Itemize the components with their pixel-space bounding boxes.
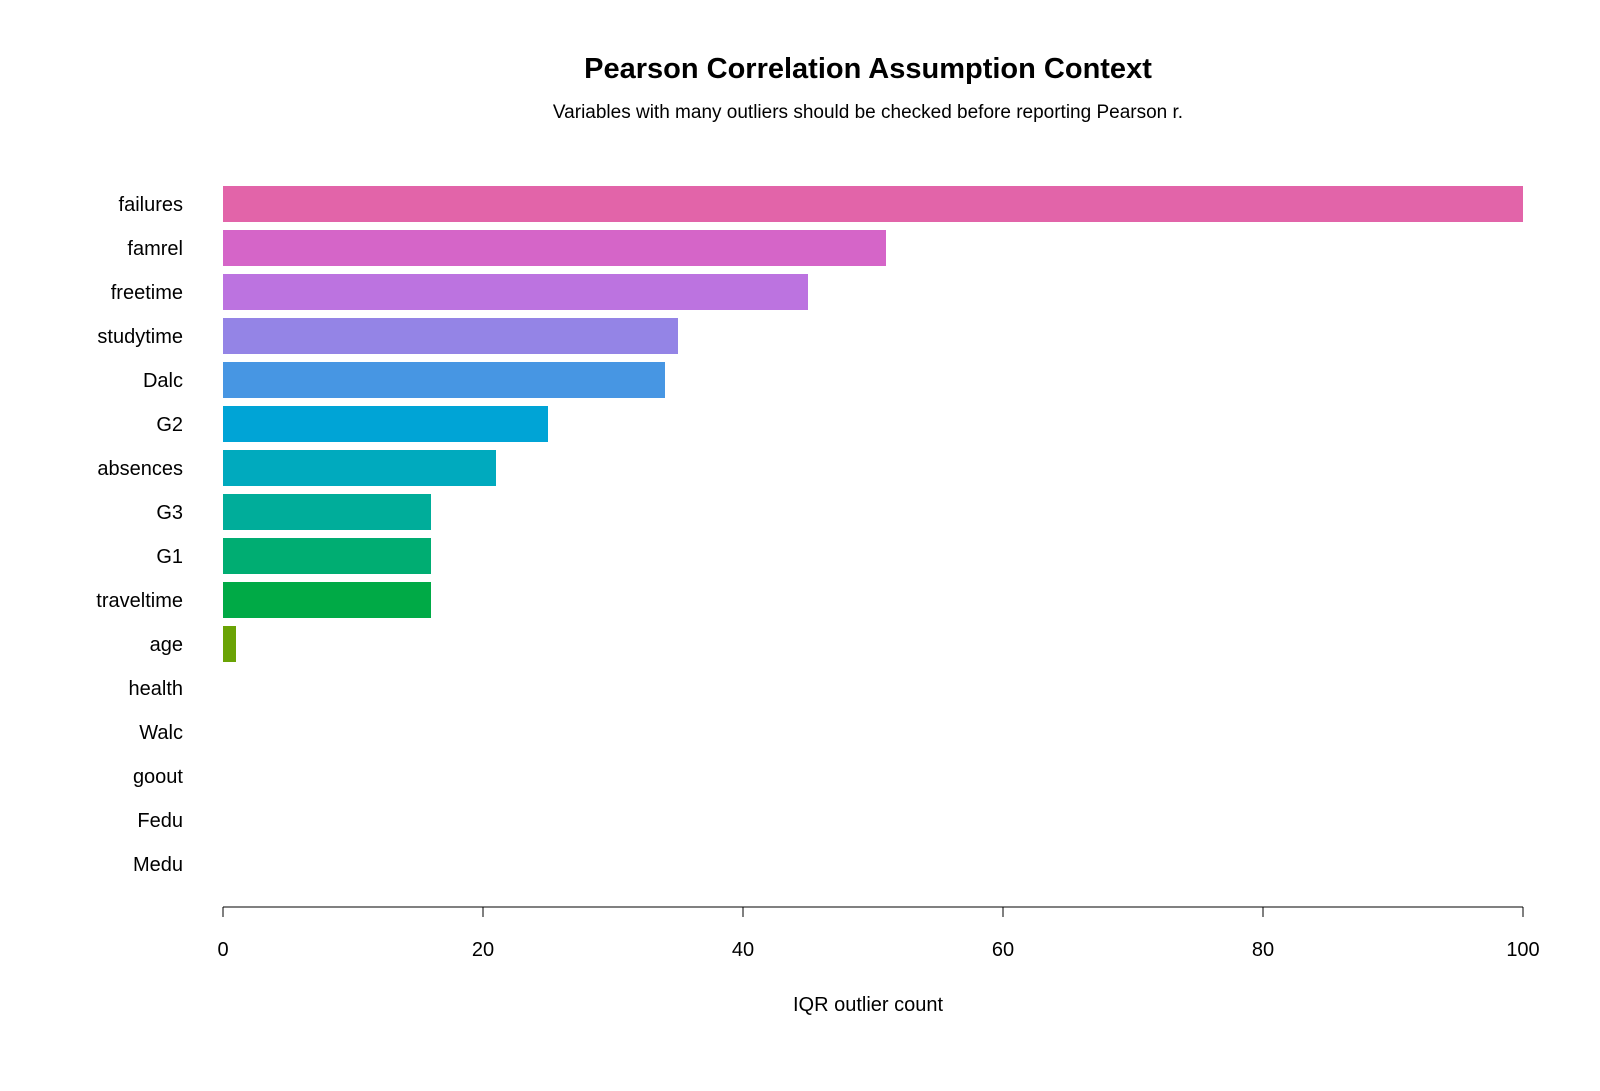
bar-traveltime xyxy=(223,582,431,618)
bar-G2 xyxy=(223,406,548,442)
x-axis: 0 20 40 60 80 100 xyxy=(217,906,1540,961)
category-label-G2: G2 xyxy=(156,414,183,436)
x-axis-label: IQR outlier count xyxy=(793,994,944,1016)
category-label-studytime: studytime xyxy=(97,326,183,348)
bar-studytime xyxy=(223,318,678,354)
category-label-failures: failures xyxy=(119,194,183,216)
category-label-Fedu: Fedu xyxy=(137,810,183,832)
x-tick-label: 60 xyxy=(992,939,1014,961)
x-tick-label: 80 xyxy=(1252,939,1274,961)
bar-G3 xyxy=(223,494,431,530)
category-label-Walc: Walc xyxy=(139,722,183,744)
category-label-Medu: Medu xyxy=(133,854,183,876)
x-tick-label: 0 xyxy=(217,939,228,961)
bar-famrel xyxy=(223,230,886,266)
bars-layer xyxy=(223,186,1523,662)
bar-age xyxy=(223,626,236,662)
bar-freetime xyxy=(223,274,808,310)
x-tick-label: 40 xyxy=(732,939,754,961)
bar-Dalc xyxy=(223,362,665,398)
category-label-age: age xyxy=(150,634,183,656)
category-label-G3: G3 xyxy=(156,502,183,524)
category-label-absences: absences xyxy=(97,458,183,480)
x-tick-label: 100 xyxy=(1506,939,1539,961)
category-label-freetime: freetime xyxy=(111,282,183,304)
x-axis-ticks: 0 20 40 60 80 100 xyxy=(217,907,1540,961)
chart-title: Pearson Correlation Assumption Context xyxy=(584,53,1152,85)
category-label-famrel: famrel xyxy=(127,238,183,260)
x-tick-label: 20 xyxy=(472,939,494,961)
category-label-health: health xyxy=(129,678,184,700)
category-label-G1: G1 xyxy=(156,546,183,568)
bar-G1 xyxy=(223,538,431,574)
category-label-Dalc: Dalc xyxy=(143,370,183,392)
category-label-traveltime: traveltime xyxy=(96,590,183,612)
category-labels: failures famrel freetime studytime Dalc G2 abs… xyxy=(96,194,183,876)
bar-absences xyxy=(223,450,496,486)
bar-failures xyxy=(223,186,1523,222)
category-label-goout: goout xyxy=(133,766,183,788)
chart-subtitle: Variables with many outliers should be c… xyxy=(553,102,1183,123)
